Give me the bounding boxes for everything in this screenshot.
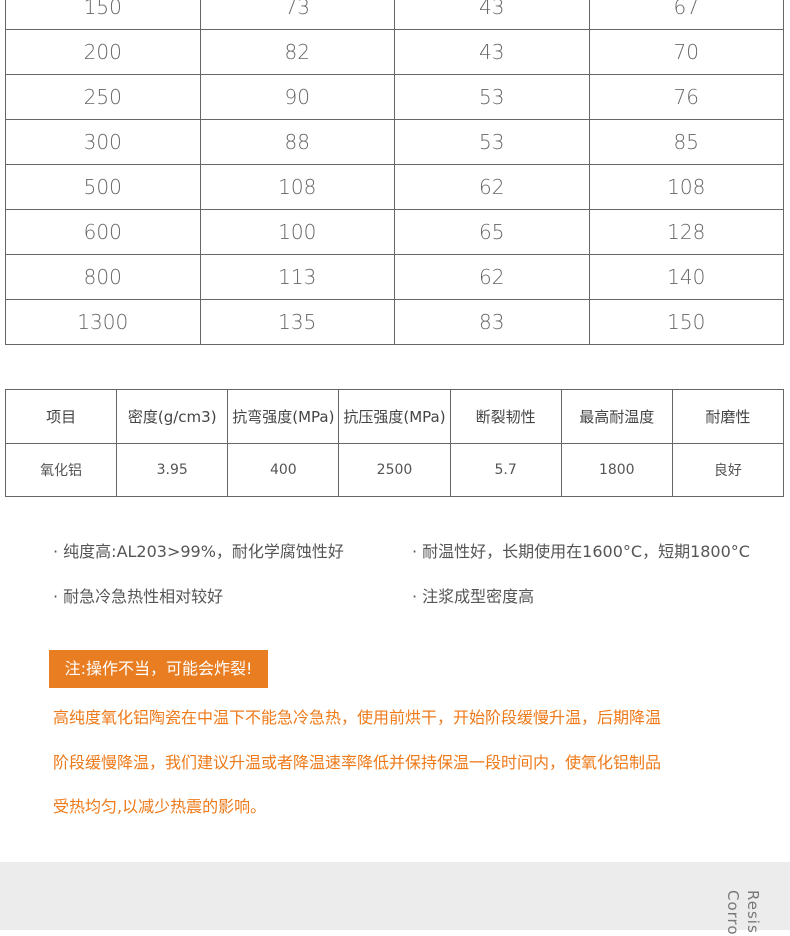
footer-banner: [0, 862, 790, 930]
table-cell: 1300: [5, 299, 201, 345]
warning-text-line: 高纯度氧化铝陶瓷在中温下不能急冷急热，使用前烘干，开始阶段缓慢升温，后期降温: [53, 708, 662, 727]
table-cell: 2500: [338, 443, 451, 497]
warning-label: 注:操作不当，可能会炸裂!: [49, 650, 268, 688]
temperature-data-table: 150 73 43 67 200 82 43 70 250 90 53 76 300 88 53 85 500 1…: [5, 0, 784, 345]
header-cell: 抗弯强度(MPa): [227, 389, 340, 444]
table-cell: 62: [394, 254, 590, 300]
table-cell: 76: [588, 74, 784, 120]
table-cell: 100: [199, 209, 395, 255]
table-cell: 良好: [671, 443, 785, 497]
table-cell: 1800: [560, 443, 673, 497]
header-cell: 抗压强度(MPa): [338, 389, 451, 444]
table-cell: 62: [394, 164, 590, 210]
header-cell: 最高耐温度: [560, 389, 673, 444]
table-row: 氧化铝 3.95 400 2500 5.7 1800 良好: [4, 443, 785, 497]
table-cell: 3.95: [116, 443, 229, 497]
table-row: 200 82 43 70: [5, 29, 784, 75]
table-cell: 108: [199, 164, 395, 210]
table-cell: 600: [5, 209, 201, 255]
table-row: 1300 135 83 150: [5, 299, 784, 345]
table-cell: 88: [199, 119, 395, 165]
table-cell: 400: [227, 443, 340, 497]
table-cell: 70: [588, 29, 784, 75]
table-cell: 108: [588, 164, 784, 210]
table-cell: 150: [588, 299, 784, 345]
table-cell: 65: [394, 209, 590, 255]
table-cell: 53: [394, 74, 590, 120]
header-cell: 密度(g/cm3): [116, 389, 229, 444]
table-cell: 250: [5, 74, 201, 120]
feature-bullet: · 注浆成型密度高: [412, 587, 535, 606]
properties-table: 项目 密度(g/cm3) 抗弯强度(MPa) 抗压强度(MPa) 断裂韧性 最高…: [4, 389, 785, 497]
header-cell: 项目: [4, 389, 118, 444]
warning-text-line: 受热均匀,以减少热震的影响。: [53, 797, 267, 816]
table-cell: 氧化铝: [4, 443, 118, 497]
table-header-row: 项目 密度(g/cm3) 抗弯强度(MPa) 抗压强度(MPa) 断裂韧性 最高…: [4, 389, 785, 444]
table-row: 500 108 62 108: [5, 164, 784, 210]
table-row: 150 73 43 67: [5, 0, 784, 30]
table-cell: 300: [5, 119, 201, 165]
vertical-text: Corro: [724, 890, 742, 936]
table-cell: 500: [5, 164, 201, 210]
vertical-text: Resis: [744, 890, 762, 934]
table-cell: 83: [394, 299, 590, 345]
table-cell: 90: [199, 74, 395, 120]
table-cell: 150: [5, 0, 201, 30]
feature-bullet: · 纯度高:AL203>99%，耐化学腐蚀性好: [53, 542, 344, 561]
warning-text-line: 阶段缓慢降温，我们建议升温或者降温速率降低并保持保温一段时间内，使氧化铝制品: [53, 753, 662, 772]
feature-bullet: · 耐急冷急热性相对较好: [53, 587, 224, 606]
table-cell: 5.7: [449, 443, 562, 497]
table-cell: 140: [588, 254, 784, 300]
table-cell: 85: [588, 119, 784, 165]
table-cell: 82: [199, 29, 395, 75]
table-cell: 43: [394, 29, 590, 75]
table-row: 300 88 53 85: [5, 119, 784, 165]
table-cell: 113: [199, 254, 395, 300]
table-row: 600 100 65 128: [5, 209, 784, 255]
table-cell: 67: [588, 0, 784, 30]
table-cell: 200: [5, 29, 201, 75]
table-cell: 128: [588, 209, 784, 255]
header-cell: 断裂韧性: [449, 389, 562, 444]
feature-bullet: · 耐温性好，长期使用在1600°C，短期1800°C: [412, 542, 750, 561]
table-cell: 135: [199, 299, 395, 345]
table-cell: 73: [199, 0, 395, 30]
header-cell: 耐磨性: [671, 389, 785, 444]
table-row: 800 113 62 140: [5, 254, 784, 300]
table-row: 250 90 53 76: [5, 74, 784, 120]
table-cell: 800: [5, 254, 201, 300]
table-cell: 53: [394, 119, 590, 165]
table-cell: 43: [394, 0, 590, 30]
